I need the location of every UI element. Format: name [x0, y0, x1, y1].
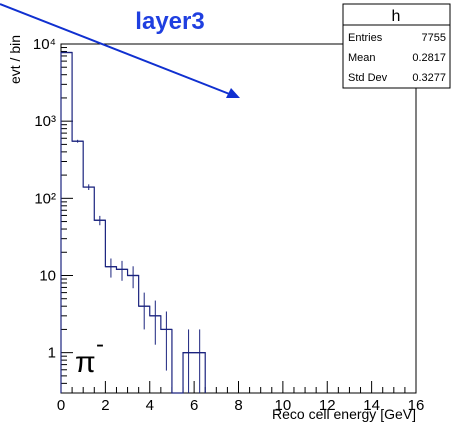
x-tick-label: 14 — [363, 397, 380, 414]
stats-label-mean: Mean — [348, 52, 376, 64]
stats-box: h Entries 7755 Mean 0.2817 Std Dev 0.327… — [342, 3, 451, 89]
stats-value-entries: 7755 — [422, 32, 446, 44]
stats-box-frame — [342, 3, 451, 89]
x-tick-label: 8 — [234, 397, 242, 414]
x-tick-label: 2 — [101, 397, 109, 414]
stats-label-stddev: Std Dev — [348, 72, 388, 84]
y-tick-label: 10³ — [34, 113, 56, 130]
x-tick-label: 0 — [57, 397, 65, 414]
x-tick-label: 4 — [146, 397, 154, 414]
x-tick-label: 10 — [275, 397, 292, 414]
axis-tick-labels: 0 2 4 6 8 10 12 14 16 1 10 10² 10³ 10⁴ — [33, 36, 424, 414]
annotation-arrow-head — [226, 88, 240, 98]
y-tick-label: 10² — [34, 190, 56, 207]
particle-symbol: π — [75, 346, 96, 379]
particle-label: π — [75, 346, 96, 379]
histogram-error-bars — [61, 51, 206, 393]
stats-value-mean: 0.2817 — [412, 52, 446, 64]
y-tick-label: 1 — [48, 345, 56, 362]
y-tick-label: 10⁴ — [33, 36, 56, 53]
y-tick-label: 10 — [39, 267, 56, 284]
stats-box-title: h — [392, 8, 401, 25]
y-axis-label: evt / bin — [7, 35, 23, 84]
x-tick-label: 12 — [319, 397, 336, 414]
stats-label-entries: Entries — [348, 32, 383, 44]
x-axis-label: Reco cell energy [GeV] — [272, 406, 416, 422]
stats-value-stddev: 0.3277 — [412, 72, 446, 84]
x-tick-label: 6 — [190, 397, 198, 414]
particle-charge: - — [96, 331, 104, 358]
annotation-arrow-line — [0, 3, 233, 96]
x-tick-label: 16 — [408, 397, 425, 414]
histogram-bars — [60, 51, 206, 394]
histogram-outline — [60, 51, 206, 394]
annotation-title: layer3 — [135, 8, 204, 35]
